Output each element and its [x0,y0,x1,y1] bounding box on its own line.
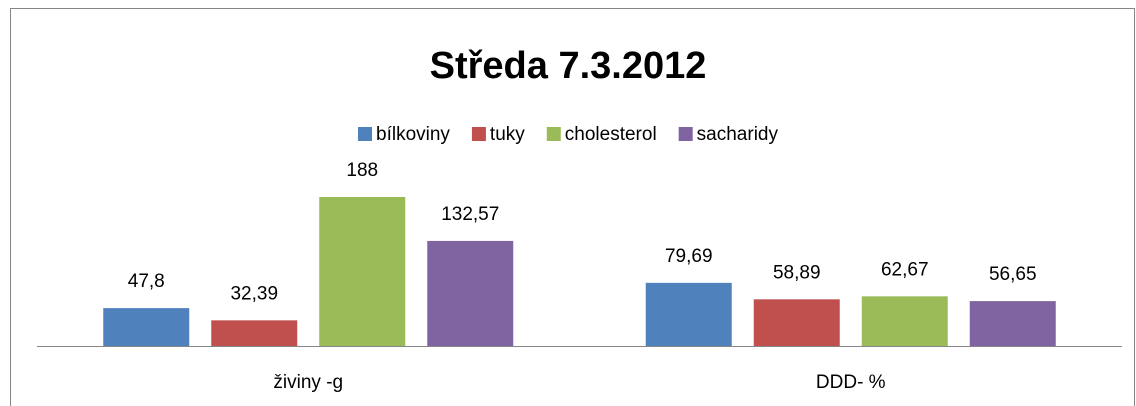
bar [427,240,514,346]
legend-swatch [471,127,486,141]
legend-label: sacharidy [697,124,779,145]
bar [103,308,190,346]
legend-swatch [358,127,372,141]
bar [211,320,298,346]
legend-swatch [546,127,561,141]
data-label: 188 [346,160,378,181]
legend-label: tuky [490,124,525,145]
data-label: 47,8 [128,271,165,292]
bar [861,296,948,346]
bar [645,282,732,346]
x-tick-label: živiny -g [273,372,343,393]
data-label: 79,69 [665,246,713,267]
data-label: 62,67 [881,259,929,280]
data-label: 58,89 [773,262,821,283]
bar [969,301,1056,346]
chart-title: Středa 7.3.2012 [430,45,707,87]
bar [753,299,840,346]
data-label: 56,65 [989,264,1037,285]
legend-label: bílkoviny [376,124,450,145]
data-label: 32,39 [230,283,278,304]
x-tick-label: DDD- % [816,372,886,393]
legend-swatch [678,127,693,141]
bar [319,197,406,346]
legend-label: cholesterol [565,124,657,145]
data-label: 132,57 [441,204,499,225]
